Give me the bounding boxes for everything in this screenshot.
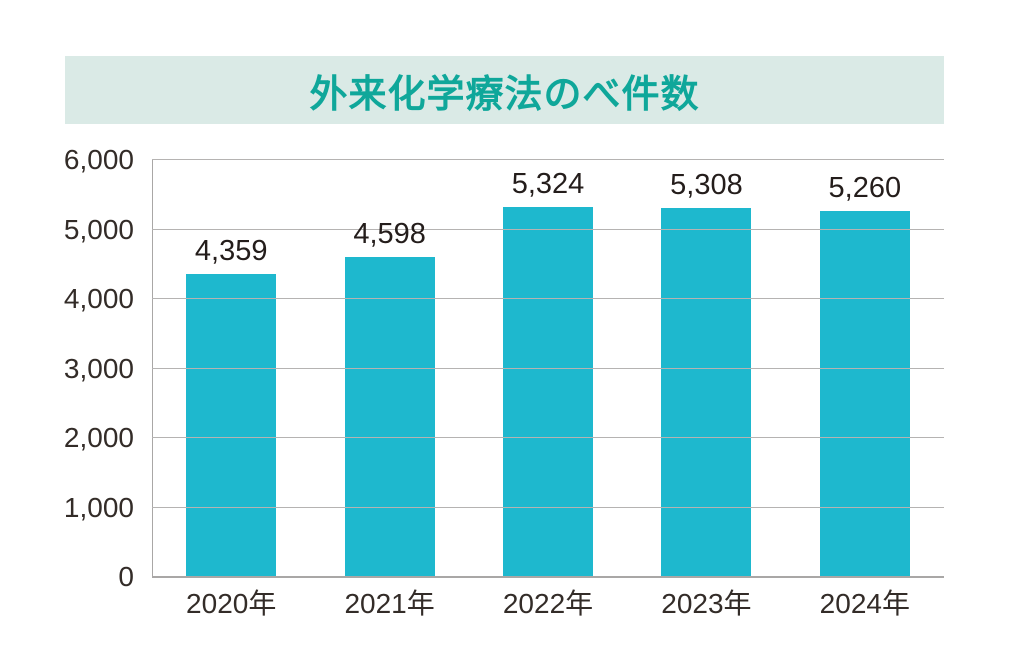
gridline — [152, 437, 944, 439]
x-tick-label: 2023年 — [661, 588, 752, 619]
x-tick-label: 2022年 — [502, 588, 594, 619]
y-tick-label: 3,000 — [63, 352, 134, 384]
bar-value-label: 5,260 — [828, 172, 902, 205]
y-tick-label: 1,000 — [63, 491, 134, 523]
gridline — [152, 298, 944, 300]
bar-band: 5,308 — [627, 160, 785, 577]
bar-band: 5,260 — [786, 160, 944, 577]
gridline — [152, 367, 944, 369]
bar — [661, 208, 752, 577]
y-tick-label: 5,000 — [63, 213, 134, 245]
bar — [344, 257, 435, 577]
y-axis: 0 1,000 2,000 3,000 4,000 5,000 6,000 — [0, 145, 142, 592]
bar-band: 5,324 — [469, 160, 627, 577]
bar-band: 4,598 — [310, 160, 468, 577]
bar — [819, 211, 910, 577]
y-tick-label: 0 — [118, 561, 134, 592]
plot-area: 4,359 4,598 5,324 5,308 5,260 — [152, 159, 944, 578]
x-tick-label: 2020年 — [186, 588, 277, 619]
y-tick-label: 4,000 — [63, 283, 134, 315]
x-axis: 2020年 2021年 2022年 2023年 2024年 — [152, 588, 944, 620]
bar — [503, 206, 594, 577]
x-tick-label: 2024年 — [819, 588, 910, 619]
bar-series: 4,359 4,598 5,324 5,308 5,260 — [152, 160, 944, 577]
gridline — [152, 506, 944, 508]
y-tick-label: 2,000 — [63, 422, 134, 454]
bar-value-label: 4,598 — [353, 218, 426, 251]
y-axis-line — [152, 160, 153, 577]
title-banner: 外来化学療法のべ件数 — [65, 56, 944, 124]
bar-value-label: 4,359 — [194, 235, 268, 268]
bar-value-label: 5,308 — [670, 169, 743, 202]
gridline — [152, 228, 944, 230]
x-tick-label: 2021年 — [344, 588, 435, 619]
gridline — [152, 159, 944, 160]
y-tick-label: 6,000 — [63, 144, 134, 175]
bar-band: 4,359 — [152, 160, 310, 577]
bar-value-label: 5,324 — [511, 167, 585, 200]
chart-title: 外来化学療法のべ件数 — [309, 73, 700, 116]
x-axis-line — [152, 576, 944, 578]
bar — [186, 274, 277, 577]
